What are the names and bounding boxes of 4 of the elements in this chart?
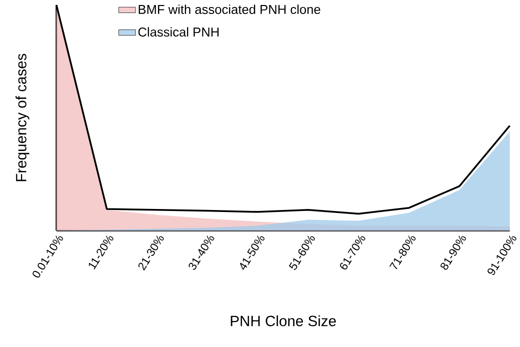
legend-label: BMF with associated PNH clone: [138, 4, 320, 14]
legend-label: Classical PNH: [138, 26, 219, 36]
y-axis-title: Frequency of cases: [16, 54, 30, 181]
x-axis-title: PNH Clone Size: [230, 315, 336, 326]
